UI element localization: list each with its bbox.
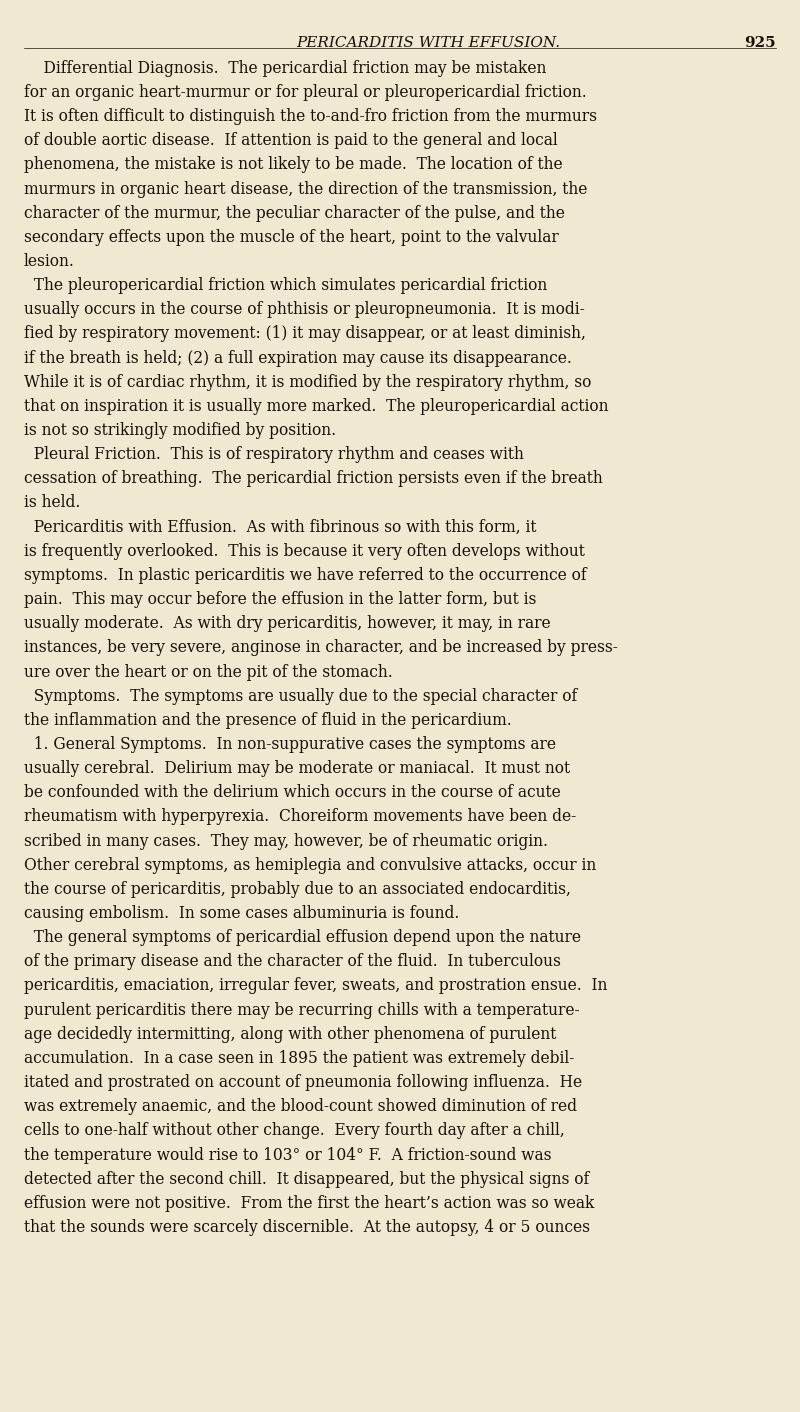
Text: 925: 925 <box>744 35 776 49</box>
Text: Differential Diagnosis.  The pericardial friction may be mistaken
for an organic: Differential Diagnosis. The pericardial … <box>24 59 618 1236</box>
Text: PERICARDITIS WITH EFFUSION.: PERICARDITIS WITH EFFUSION. <box>296 35 560 49</box>
